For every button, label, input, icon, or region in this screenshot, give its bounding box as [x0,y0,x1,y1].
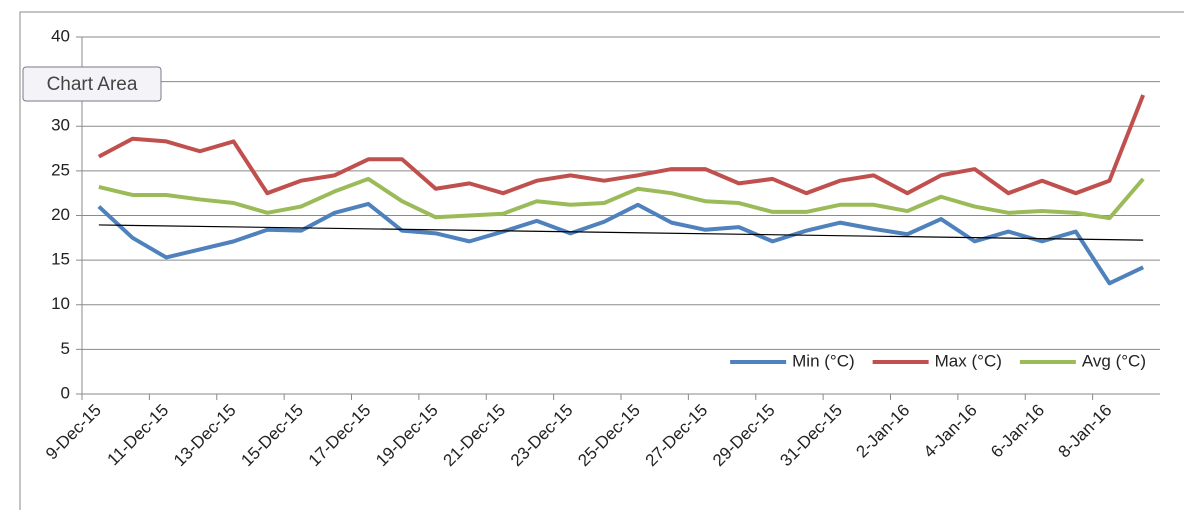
y-tick-label: 15 [51,250,70,269]
legend-label: Max (°C) [935,351,1002,370]
x-tick-label: 8-Jan-16 [1055,401,1116,462]
x-tick-label: 21-Dec-15 [440,401,510,471]
y-tick-label: 0 [61,383,70,402]
tooltip-box [22,66,162,102]
x-tick-label: 6-Jan-16 [987,401,1048,462]
series-line [98,176,1145,221]
x-tick-label: 25-Dec-15 [574,401,644,471]
x-tick-label: 2-Jan-16 [852,401,913,462]
tooltip: Chart Area [22,66,162,102]
legend: Min (°C) Max (°C) Avg (°C) [730,351,1146,370]
trendline [98,224,1144,241]
x-tick-label: 4-Jan-16 [920,401,981,462]
tooltip-text: Chart Area [47,74,138,95]
series-line [97,94,1146,196]
legend-label: Min (°C) [792,351,855,370]
x-tick-label: 9-Dec-15 [42,401,105,464]
x-tick-label: 17-Dec-15 [305,401,375,471]
x-tick-label: 29-Dec-15 [709,401,779,471]
x-tick-label: 11-Dec-15 [104,401,173,470]
legend-label: Avg (°C) [1082,351,1146,370]
y-tick-label: 40 [51,26,70,45]
chart-border [19,11,1184,510]
x-tick-label: 23-Dec-15 [507,401,577,471]
y-tick-label: 25 [51,160,70,179]
y-tick-label: 5 [61,339,70,358]
y-tick-label: 30 [51,116,70,135]
x-tick-label: 13-Dec-15 [170,401,240,471]
x-tick-label: 15-Dec-15 [237,401,307,471]
x-tick-label: 27-Dec-15 [642,401,712,471]
y-tick-label: 10 [51,294,70,313]
y-tick-label: 20 [51,205,70,224]
x-tick-label: 31-Dec-15 [776,401,846,471]
x-tick-label: 19-Dec-15 [372,401,442,471]
